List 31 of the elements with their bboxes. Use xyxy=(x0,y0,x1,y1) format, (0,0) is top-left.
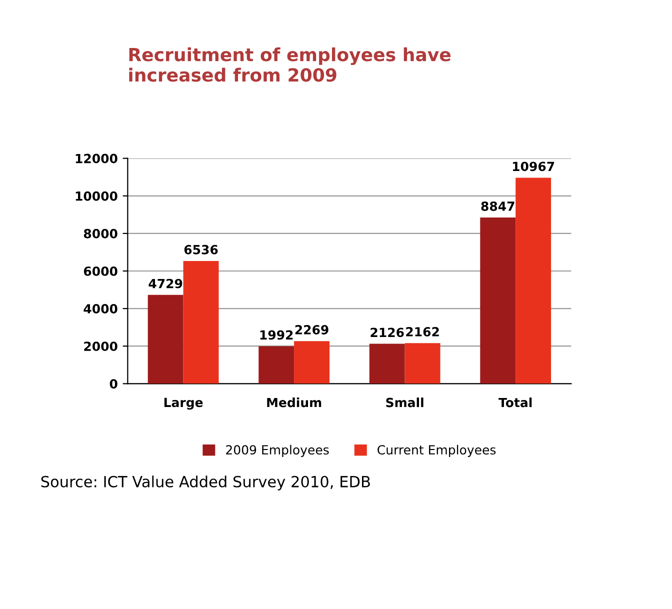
data-label: 10967 xyxy=(512,162,554,172)
chart-title: Recruitment of employees have increased from 2009 xyxy=(129,47,451,82)
source-note: Source: ICT Value Added Survey 2010, EDB xyxy=(41,476,370,490)
y-tick-label: 10000 xyxy=(76,191,118,201)
bar xyxy=(369,344,405,384)
y-tick-label: 8000 xyxy=(84,228,118,238)
x-tick-label: Medium xyxy=(267,398,322,408)
bar xyxy=(516,178,552,384)
legend-label: Current Employees xyxy=(378,444,496,457)
bar xyxy=(480,218,516,384)
data-label: 2162 xyxy=(406,327,439,336)
data-label: 8847 xyxy=(481,202,514,211)
bar xyxy=(258,346,294,384)
y-tick-label: 2000 xyxy=(84,342,118,352)
bar xyxy=(183,260,219,384)
y-tick-label: 6000 xyxy=(84,266,118,276)
y-tick-label: 4000 xyxy=(84,304,118,314)
y-tick-label: 0 xyxy=(110,379,118,389)
data-label: 2126 xyxy=(370,328,404,338)
data-label: 2269 xyxy=(295,325,328,334)
bar xyxy=(404,343,440,384)
bar xyxy=(294,341,330,384)
x-tick-label: Small xyxy=(386,398,424,408)
x-tick-label: Total xyxy=(498,398,532,408)
y-tick-label: 12000 xyxy=(76,154,118,164)
data-label: 1992 xyxy=(260,330,293,340)
legend-label: 2009 Employees xyxy=(226,444,329,457)
data-label: 6536 xyxy=(184,244,218,254)
x-tick-label: Large xyxy=(164,398,203,410)
bar xyxy=(148,294,184,384)
data-label: 4729 xyxy=(148,278,182,288)
